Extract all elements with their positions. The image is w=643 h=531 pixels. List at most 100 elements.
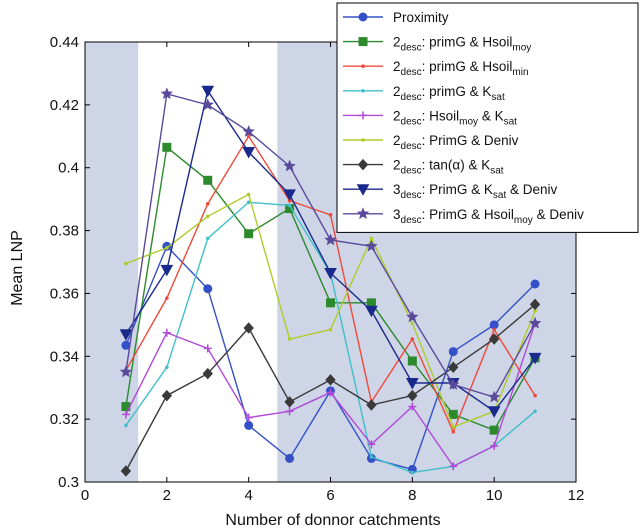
series-0-point <box>489 320 499 330</box>
series-5-point <box>328 327 333 332</box>
legend-label-part: : PrimG & K <box>422 182 493 197</box>
series-1-point <box>407 356 417 366</box>
series-4-point <box>285 407 294 416</box>
legend-label-part: : PrimG & Deniv <box>422 133 519 148</box>
legend-label-subscript: sat <box>490 166 504 177</box>
series-7-point <box>201 85 215 98</box>
series-6-point <box>161 389 173 402</box>
legend-label-part: 2 <box>393 35 401 50</box>
legend-label-subscript: desc <box>401 67 422 78</box>
x-tick-label: 8 <box>408 487 416 504</box>
series-5-point <box>246 192 251 197</box>
legend-entry-0: Proximity <box>343 10 449 25</box>
legend-marker <box>359 111 367 120</box>
series-4-point <box>121 410 130 419</box>
series-8-point <box>160 87 174 100</box>
legend-entry-4: 2desc: Hsoilmoy & Ksat <box>343 108 517 127</box>
series-5-point <box>287 337 292 341</box>
y-tick-label: 0.38 <box>50 223 79 240</box>
legend-label-subscript: desc <box>401 141 422 152</box>
series-2-point <box>246 134 251 139</box>
legend-marker <box>357 158 369 171</box>
x-tick-label: 6 <box>326 487 334 504</box>
legend-label-subscript: desc <box>401 116 422 127</box>
series-0-point <box>448 347 458 357</box>
series-4-point <box>326 388 335 397</box>
y-tick-label: 0.4 <box>58 160 79 177</box>
legend-marker <box>358 12 368 22</box>
series-5-point <box>205 214 210 219</box>
series-5-point <box>410 321 415 326</box>
series-8-point <box>446 377 460 390</box>
legend-label-subscript: moy <box>459 116 478 127</box>
series-6-point <box>407 389 418 402</box>
legend-label-part: 2 <box>393 59 401 74</box>
legend-label: 2desc: Hsoilmoy & Ksat <box>393 108 517 127</box>
series-6-point <box>202 367 213 380</box>
series-3-point <box>287 203 292 208</box>
legend-entry-2: 2desc: primG & Hsoilmin <box>343 59 529 78</box>
series-2 <box>124 134 537 434</box>
series-7-point <box>487 406 501 418</box>
series-8-point <box>242 124 256 137</box>
legend-label-part: & K <box>478 108 504 123</box>
legend-marker <box>356 207 370 220</box>
series-5-point <box>451 425 456 429</box>
series-2-point <box>451 429 456 434</box>
y-tick-label: 0.32 <box>50 411 79 428</box>
series-3-point <box>124 423 128 428</box>
series-8-point <box>324 233 337 246</box>
x-tick-label: 4 <box>244 487 252 504</box>
series-1 <box>121 142 540 435</box>
legend-label-subscript: desc <box>401 190 422 201</box>
legend-label-subscript: moy <box>512 43 531 54</box>
series-4-point <box>162 328 171 337</box>
legend-marker <box>358 37 368 47</box>
legend-label-part: & Deniv <box>533 207 584 222</box>
series-4-point <box>490 441 499 450</box>
series-7-point <box>242 147 256 159</box>
legend-label-subscript: min <box>512 67 528 78</box>
series-7-point <box>119 329 133 341</box>
legend-label: Proximity <box>393 10 449 25</box>
legend-label-subscript: desc <box>401 43 422 54</box>
x-axis-label: Number of donnor catchments <box>225 512 440 529</box>
legend-label: 3desc: PrimG & Ksat & Deniv <box>393 182 558 201</box>
legend-label: 2desc: primG & Hsoilmoy <box>393 35 531 54</box>
series-3-point <box>533 409 537 414</box>
series-4-point <box>449 462 458 471</box>
series-6-point <box>325 374 336 386</box>
legend-label: 2desc: tan(α) & Ksat <box>393 158 504 177</box>
series-2-point <box>492 327 496 332</box>
legend-label-subscript: sat <box>504 116 518 127</box>
series-0-point <box>285 453 295 463</box>
legend-entry-7: 3desc: PrimG & Ksat & Deniv <box>343 182 558 201</box>
series-6 <box>120 298 541 477</box>
axis-ticks: 0 2 4 6 8 10 12 0.3 0.32 0.34 0.36 0.38 0.4 0.42 0.44 <box>50 34 585 504</box>
legend-entry-3: 2desc: primG & Ksat <box>343 84 505 103</box>
series-0-point <box>530 279 540 289</box>
series-7-point <box>160 264 174 277</box>
series-8-point <box>528 316 542 329</box>
x-tick-label: 0 <box>81 487 89 504</box>
y-tick-label: 0.42 <box>50 97 79 114</box>
series-2-point <box>165 296 169 300</box>
series-6-point <box>284 396 295 408</box>
legend-marker <box>361 138 365 142</box>
series-0-point <box>244 420 254 430</box>
legend-label-part: : primG & Hsoil <box>422 59 513 74</box>
series-0-point <box>121 340 131 350</box>
series-6-point <box>366 399 377 411</box>
series-1-point <box>489 425 499 435</box>
series-4-point <box>408 402 417 411</box>
series-lines <box>119 85 542 477</box>
series-2-point <box>533 393 537 398</box>
legend-entry-8: 3desc: PrimG & Hsoilmoy & Deniv <box>343 207 584 226</box>
series-8-point <box>487 390 501 403</box>
legend-label-part: Proximity <box>393 10 449 25</box>
series-3-point <box>369 455 374 459</box>
series-8-point <box>201 98 215 111</box>
series-7-point <box>324 268 337 280</box>
